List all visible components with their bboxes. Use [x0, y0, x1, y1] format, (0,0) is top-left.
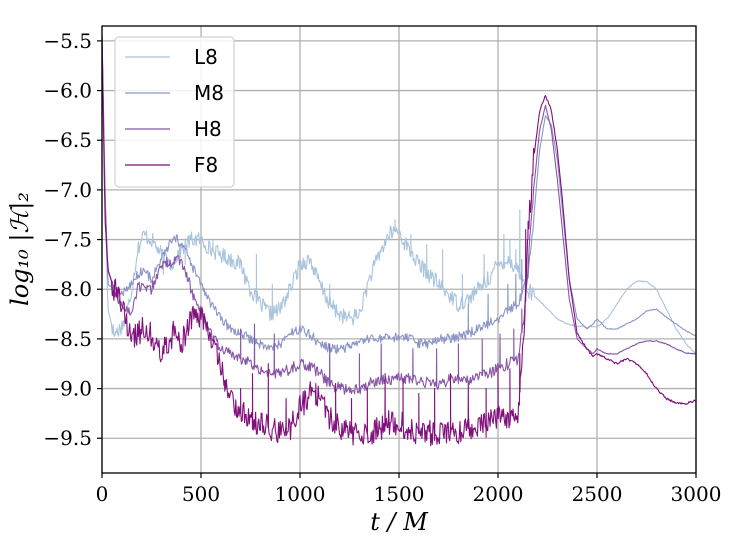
- legend-label-f8: F8: [194, 153, 218, 177]
- y-axis-label: log₁₀ |ℋ|₂: [6, 192, 35, 306]
- y-tick-label: −8.5: [43, 327, 92, 351]
- x-tick-label: 500: [182, 482, 220, 506]
- legend: L8 M8 H8 F8: [114, 36, 235, 188]
- y-tick-label: −7.5: [43, 228, 92, 252]
- series-line-f8: [101, 35, 697, 447]
- x-axis-ticks: 0 500 1000 1500 2000 2500 3000: [96, 473, 722, 506]
- y-tick-label: −5.5: [43, 29, 92, 53]
- legend-label-h8: H8: [194, 117, 222, 141]
- legend-label-m8: M8: [194, 81, 224, 105]
- y-tick-label: −6.0: [43, 79, 92, 103]
- y-tick-label: −9.0: [43, 377, 92, 401]
- series-line-h8: [101, 35, 697, 395]
- x-tick-label: 2500: [572, 482, 623, 506]
- x-tick-label: 2000: [473, 482, 524, 506]
- x-tick-label: 3000: [671, 482, 722, 506]
- y-tick-label: −9.5: [43, 426, 92, 450]
- y-tick-label: −8.0: [43, 277, 92, 301]
- y-tick-label: −7.0: [43, 178, 92, 202]
- series-lines: [101, 30, 697, 447]
- y-axis-ticks: −9.5 −9.0 −8.5 −8.0 −7.5 −7.0 −6.5 −6.0 −5.5: [43, 29, 102, 450]
- legend-box: [114, 36, 235, 188]
- x-axis-label: t / M: [370, 508, 429, 536]
- x-tick-label: 0: [96, 482, 109, 506]
- series-line-m8: [101, 35, 697, 355]
- y-tick-label: −6.5: [43, 128, 92, 152]
- x-tick-label: 1000: [275, 482, 326, 506]
- grid: [101, 26, 697, 473]
- legend-label-l8: L8: [194, 45, 218, 69]
- x-tick-label: 1500: [374, 482, 425, 506]
